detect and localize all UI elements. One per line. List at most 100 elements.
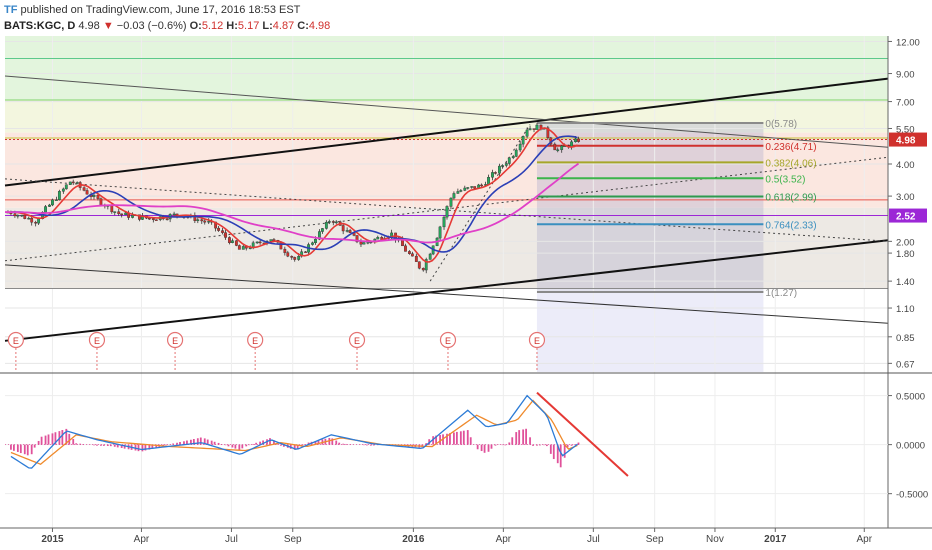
close-label: C: [297,20,309,32]
macd-histogram-bar [480,444,483,452]
candle-up [452,193,456,199]
price-axis: 12.00 9.00 7.00 5.50 4.00 3.00 2.001.80 1.40 1.1… [887,36,927,528]
time-tick-label: Apr [496,534,512,545]
candle-up [27,217,31,220]
candle-up [366,241,370,244]
macd-histogram-bar [68,433,71,445]
candle-down [577,138,580,142]
candle-down [553,143,557,151]
price-tick-label: 0.67 [896,359,915,370]
candle-up [92,194,96,197]
low-label: L: [262,20,273,32]
macd-histogram-bar [241,444,244,449]
macd-histogram-bar [446,433,448,445]
macd-histogram-bar [176,442,178,445]
macd-histogram-bar [47,434,50,445]
earnings-marker-icon[interactable] [439,331,457,349]
candle-up [64,184,68,190]
macd-histogram-bar [511,437,514,445]
level-badge-bg [889,208,927,223]
macd-histogram-bar [455,431,458,445]
macd-histogram-bar [545,444,548,447]
candle-down [546,127,550,138]
candle-up [507,157,511,164]
earnings-marker-icon[interactable] [348,331,366,349]
time-tick-label: Jul [225,534,238,545]
last-price: 4.98 [78,20,100,32]
macd-histogram-bar [93,444,95,446]
candle-up [61,188,65,192]
candle-down [13,213,17,217]
candle-up [466,187,470,189]
candle-down [237,245,241,250]
candle-up [470,186,474,188]
macd-histogram-bar [33,444,36,448]
time-axis: 2015 Apr Jul Sep 2016 Apr Jul Sep Nov 2017 Apr [0,527,932,545]
macd-histogram-bar [245,444,248,447]
moving-average-fast [10,127,578,263]
macd-histogram-bar [75,443,78,445]
candle-down [404,245,407,252]
macd-histogram-bar [96,444,98,446]
macd-histogram-bar [559,444,562,468]
candle-down [110,205,114,213]
candle-up [311,242,314,245]
macd-histogram-bar [363,444,365,446]
candle-up [445,206,449,218]
macd-histogram-bar [183,441,185,445]
earnings-marker-icon[interactable] [528,331,546,349]
earnings-marker-icon[interactable] [7,331,24,349]
macd-histogram-bar [12,444,15,451]
candle-up [20,214,24,217]
time-tick-label: Jul [587,534,600,545]
candle-up [511,156,515,159]
candle-down [417,261,421,269]
candle-up [518,143,522,151]
macd-histogram-bar [37,440,40,445]
macd-histogram-bar [44,435,47,445]
earnings-marker-icon[interactable] [247,331,264,349]
macd-histogram-bar [30,444,33,455]
candle-down [120,213,124,216]
macd-histogram-bar [331,438,334,445]
fib-level-label: 0.382(4.06) [765,158,816,169]
moving-average-slow [5,162,580,244]
macd-histogram-bar [518,430,521,445]
fib-shade [536,122,764,293]
candle-up [424,259,428,271]
macd-histogram-bar [539,444,541,446]
candle-up [498,165,501,174]
candle-down [331,221,335,223]
macd-histogram-bar [65,428,68,445]
trendline-dotted-ascending [4,156,889,262]
macd-histogram-bar [307,442,310,445]
grid [5,36,888,528]
earnings-marker-icon[interactable] [166,331,184,349]
macd-histogram-bar [439,434,441,445]
earnings-marker-label: E [534,336,540,346]
earnings-marker-label: E [94,336,100,346]
macd-histogram-bar [542,444,545,446]
macd-histogram-bar [269,438,271,445]
candle-down [304,251,307,253]
macd-histogram-bar [462,430,465,445]
macd-histogram-bar [217,442,220,445]
time-tick-label: Sep [646,534,664,545]
candle-up [51,199,54,206]
candle-up [449,197,453,207]
candle-up [491,172,494,178]
price-tick-label: 3.00 [896,192,915,203]
macd-histogram-bar [466,430,469,445]
candle-up [231,240,234,243]
time-tick-label: Apr [134,534,150,545]
earnings-marker-icon[interactable] [88,331,106,349]
candle-up [376,237,380,240]
macd-histogram-bar [54,432,57,445]
macd-histogram-bar [102,444,105,446]
candle-down [228,237,231,243]
candle-up [68,181,72,185]
candle-down [258,241,262,244]
candle-down [82,187,86,191]
fib-level-label: 1(1.27) [765,288,797,299]
